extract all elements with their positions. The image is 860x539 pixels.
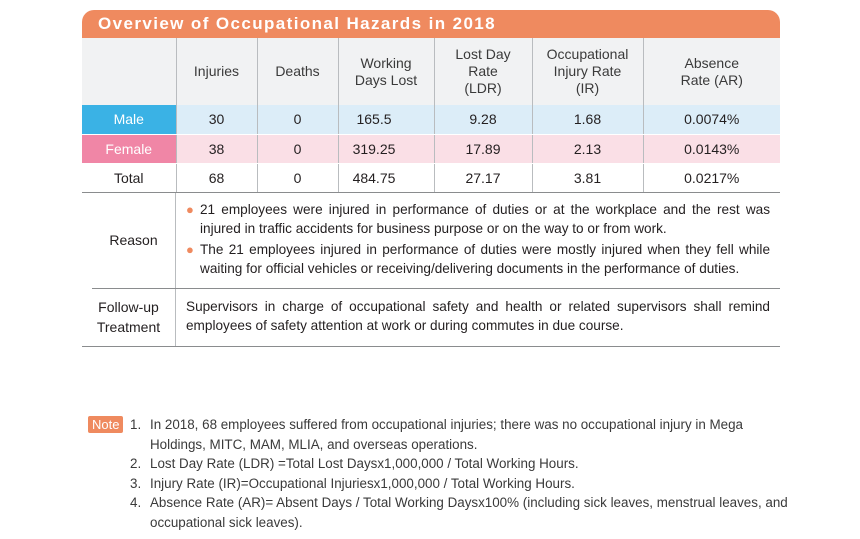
cell-ar: 0.0217% [642,163,780,193]
header-deaths: Deaths [256,38,338,105]
hazards-table: Injuries Deaths Working Days Lost Lost D… [82,38,780,193]
row-label-total: Total [82,163,176,193]
followup-text: Supervisors in charge of occupational sa… [186,298,770,334]
bullet-dot-icon: ● [186,241,194,257]
note-number: 4. [130,495,142,510]
cell-days-lost: 165.5 [337,105,434,135]
header-ldr: Lost Day Rate (LDR) [433,38,532,105]
note-number: 1. [130,417,142,432]
reason-section: Reason ● 21 employees were injured in pe… [92,192,780,289]
list-item: 1. In 2018, 68 employees suffered from o… [130,415,788,454]
list-item: ● 21 employees were injured in performan… [186,200,770,239]
cell-deaths: 0 [256,134,338,164]
header-working-days-lost: Working Days Lost [337,38,434,105]
cell-ldr: 9.28 [433,105,532,135]
followup-label: Follow-up Treatment [82,288,176,346]
note-text: In 2018, 68 employees suffered from occu… [150,417,744,452]
note-number: 3. [130,475,142,491]
bullet-dot-icon: ● [186,201,194,217]
table-row: Female 38 0 319.25 17.89 2.13 0.0143% [82,134,780,164]
list-item: ● The 21 employees injured in performanc… [186,240,770,279]
table-row: Male 30 0 165.5 9.28 1.68 0.0074% [82,105,780,135]
cell-ldr: 27.17 [433,163,532,193]
cell-ir: 2.13 [531,134,643,164]
cell-deaths: 0 [256,105,338,135]
row-label-male: Male [82,105,176,135]
note-text: Lost Day Rate (LDR) =Total Lost Daysx1,0… [150,456,579,471]
hazards-card: Overview of Occupational Hazards in 2018… [82,10,780,347]
table-header-row: Injuries Deaths Working Days Lost Lost D… [82,38,780,105]
note-badge: Note [88,416,124,433]
reason-bullet-text: 21 employees were injured in performance… [200,201,770,237]
cell-days-lost: 484.75 [337,163,434,193]
note-text: Injury Rate (IR)=Occupational Injuriesx1… [150,475,575,491]
header-blank [82,38,176,105]
cell-injuries: 30 [175,105,257,135]
reason-body: ● 21 employees were injured in performan… [176,193,780,288]
cell-ir: 1.68 [531,105,643,135]
header-injuries: Injuries [175,38,257,105]
table-title: Overview of Occupational Hazards in 2018 [82,10,780,38]
cell-injuries: 68 [175,163,257,193]
cell-deaths: 0 [256,163,338,193]
list-item: 3. Injury Rate (IR)=Occupational Injurie… [130,474,788,494]
note-number: 2. [130,456,142,471]
header-ar: Absence Rate (AR) [642,38,780,105]
note-list: 1. In 2018, 68 employees suffered from o… [130,415,788,532]
cell-ar: 0.0143% [642,134,780,164]
reason-label: Reason [92,192,176,288]
list-item: 4. Absence Rate (AR)= Absent Days / Tota… [130,493,788,532]
cell-ar: 0.0074% [642,105,780,135]
header-ir: Occupational Injury Rate (IR) [531,38,643,105]
notes-section: Note 1. In 2018, 68 employees suffered f… [88,415,788,532]
reason-bullet-text: The 21 employees injured in performance … [200,241,770,277]
cell-ldr: 17.89 [433,134,532,164]
cell-days-lost: 319.25 [337,134,434,164]
cell-ir: 3.81 [531,163,643,193]
table-row: Total 68 0 484.75 27.17 3.81 0.0217% [82,163,780,193]
cell-injuries: 38 [175,134,257,164]
followup-section: Follow-up Treatment Supervisors in charg… [82,288,780,347]
row-label-female: Female [82,134,176,164]
list-item: 2. Lost Day Rate (LDR) =Total Lost Daysx… [130,454,788,474]
note-text: Absence Rate (AR)= Absent Days / Total W… [150,495,788,530]
